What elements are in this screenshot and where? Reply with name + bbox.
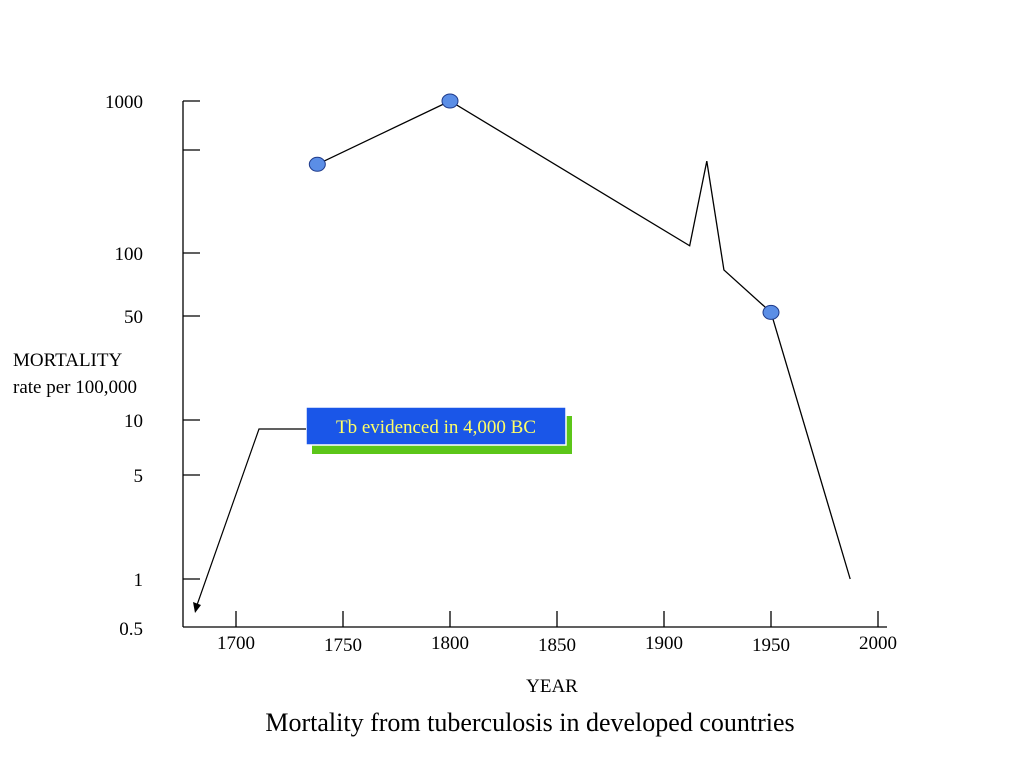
series xyxy=(317,100,851,580)
callout-box xyxy=(305,406,567,446)
y-ticks: 0.5 1 5 10 50 100 1000 xyxy=(105,92,200,640)
y-tick-label: 10 xyxy=(124,411,143,432)
axes xyxy=(182,101,887,628)
x-tick-label: 1700 xyxy=(217,633,255,654)
y-axis-label-line1: MORTALITY xyxy=(13,350,122,371)
y-tick-label: 1000 xyxy=(105,92,143,113)
y-tick-label: 0.5 xyxy=(119,619,143,640)
markers xyxy=(308,93,780,320)
y-tick-label: 1 xyxy=(134,570,144,591)
x-tick-label: 1800 xyxy=(431,633,469,654)
y-tick-label: 100 xyxy=(115,244,144,265)
callout: Tb evidenced in 4,000 BC xyxy=(193,406,572,613)
y-tick-label: 5 xyxy=(134,466,144,487)
data-point xyxy=(308,156,326,172)
y-tick-label: 50 xyxy=(124,307,143,328)
y-axis-label-line2: rate per 100,000 xyxy=(13,377,137,398)
x-tick-label: 1750 xyxy=(324,635,362,656)
callout-leader xyxy=(196,428,306,606)
data-point xyxy=(441,93,459,109)
series-line xyxy=(317,100,851,580)
callout-arrowhead xyxy=(193,602,201,613)
x-tick-label: 1850 xyxy=(538,635,576,656)
data-point xyxy=(762,304,780,320)
callout-text: Tb evidenced in 4,000 BC xyxy=(336,417,536,438)
x-ticks: 1700 1750 1800 1850 1900 1950 2000 xyxy=(217,611,897,656)
x-tick-label: 2000 xyxy=(859,633,897,654)
chart-title: Mortality from tuberculosis in developed… xyxy=(265,708,794,737)
x-tick-label: 1900 xyxy=(645,633,683,654)
x-tick-label: 1950 xyxy=(752,635,790,656)
x-axis-label: YEAR xyxy=(526,676,578,697)
